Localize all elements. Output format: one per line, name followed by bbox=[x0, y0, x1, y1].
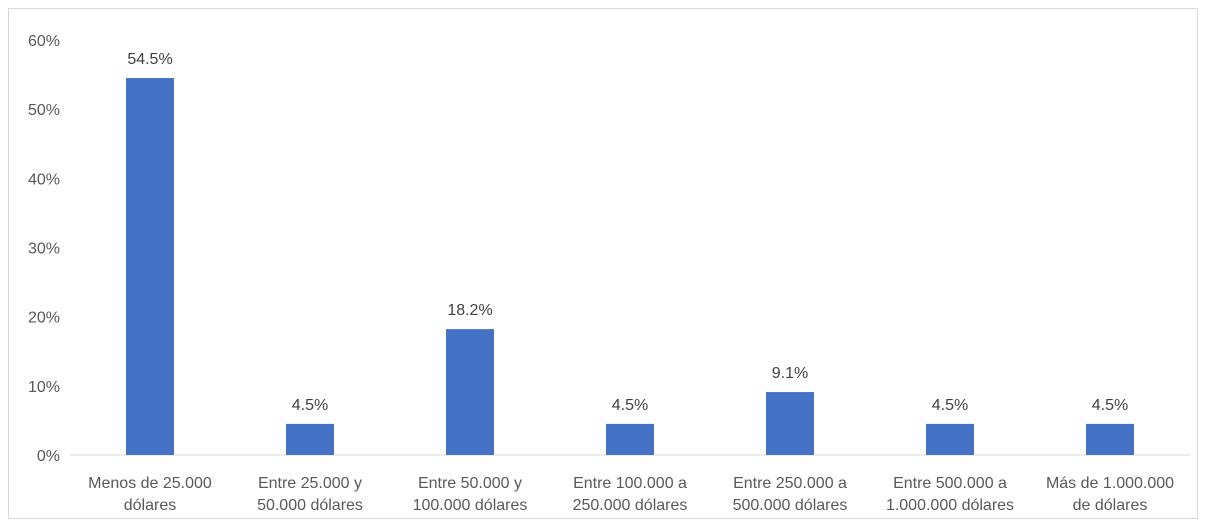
data-label: 18.2% bbox=[447, 302, 492, 319]
data-label: 4.5% bbox=[932, 397, 968, 414]
y-tick-label: 60% bbox=[28, 33, 60, 50]
bar bbox=[1086, 423, 1134, 455]
bar bbox=[126, 78, 174, 456]
x-tick-label: Entre 50.000 y 100.000 dólares bbox=[413, 475, 528, 514]
bar bbox=[446, 329, 494, 455]
x-tick-label: Entre 250.000 a 500.000 dólares bbox=[733, 475, 848, 514]
data-label: 4.5% bbox=[612, 397, 648, 414]
x-axis: Menos de 25.000 dólares Entre 25.000 y 50.0… bbox=[88, 475, 1174, 514]
bar bbox=[766, 392, 814, 455]
bar bbox=[286, 423, 334, 455]
bar bbox=[606, 423, 654, 455]
y-tick-label: 30% bbox=[28, 241, 60, 258]
x-tick-label: Entre 25.000 y 50.000 dólares bbox=[257, 475, 363, 514]
data-label: 54.5% bbox=[127, 51, 172, 68]
y-tick-label: 10% bbox=[28, 379, 60, 396]
bar bbox=[926, 423, 974, 455]
bars-group bbox=[126, 78, 1134, 456]
y-tick-label: 20% bbox=[28, 310, 60, 327]
chart-frame bbox=[8, 8, 1198, 519]
data-label: 4.5% bbox=[1092, 397, 1128, 414]
x-tick-label: Menos de 25.000 dólares bbox=[88, 475, 212, 514]
y-tick-label: 50% bbox=[28, 102, 60, 119]
x-tick-label: Entre 100.000 a 250.000 dólares bbox=[573, 475, 688, 514]
y-tick-label: 0% bbox=[37, 448, 60, 465]
y-tick-label: 40% bbox=[28, 171, 60, 188]
x-tick-label: Más de 1.000.000 de dólares bbox=[1046, 475, 1174, 514]
data-label: 4.5% bbox=[292, 397, 328, 414]
x-tick-label: Entre 500.000 a 1.000.000 dólares bbox=[886, 475, 1014, 514]
data-label: 9.1% bbox=[772, 365, 808, 382]
data-labels-group: 54.5% 4.5% 18.2% 4.5% 9.1% 4.5% 4.5% bbox=[127, 51, 1128, 414]
y-axis: 0% 10% 20% 30% 40% 50% 60% bbox=[28, 33, 60, 465]
